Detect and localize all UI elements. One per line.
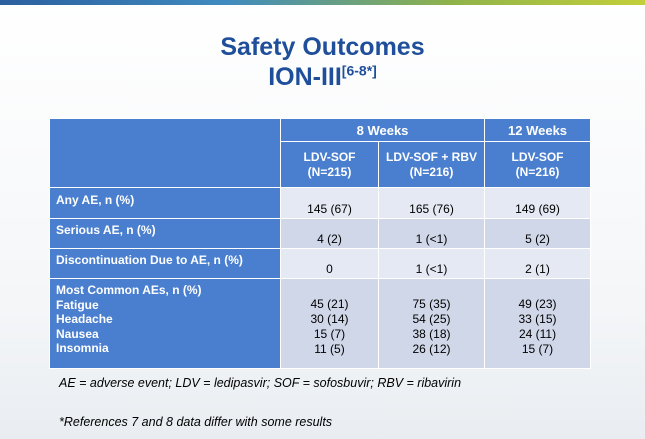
common-ae-label: Fatigue [56,297,99,312]
subtitle-text: ION-III [268,63,342,91]
cell-value: 75 (35) [412,297,451,311]
table-cell: 4 (2) [280,218,379,249]
slide-title-block: Safety Outcomes ION-III[6-8*] [0,32,645,92]
column-header-ldv-sof-12wk: LDV-SOF (N=216) [484,141,592,188]
row-label-discontinuation: Discontinuation Due to AE, n (%) [49,248,281,279]
abbreviations-footnote: AE = adverse event; LDV = ledipasvir; SO… [59,376,462,390]
common-ae-label: Nausea [56,326,99,341]
cell-value: 49 (23) [518,297,557,311]
col-3-text: LDV-SOF (N=216) [511,149,564,179]
references-footnote: *References 7 and 8 data differ with som… [59,415,333,429]
table-row: Discontinuation Due to AE, n (%) 0 1 (<1… [49,248,592,279]
row-label-serious-ae: Serious AE, n (%) [49,218,281,249]
row-label-any-ae: Any AE, n (%) [49,187,281,219]
cell-value: 15 (7) [313,327,346,341]
cell-value: 54 (25) [412,312,451,326]
table-cell: 49 (23) 33 (15) 24 (11) 15 (7) [484,278,592,369]
table-row: Any AE, n (%) 145 (67) 165 (76) 149 (69) [49,187,592,219]
table-cell: 45 (21) 30 (14) 15 (7) 11 (5) [280,278,379,369]
group-header-8-weeks: 8 Weeks [279,118,486,142]
top-accent-bar [0,0,645,5]
table-cell: 165 (76) [377,187,486,219]
table-cell: 0 [280,248,379,279]
cell-value: 30 (14) [310,312,349,326]
column-header-ldv-sof-rbv-8wk: LDV-SOF + RBV (N=216) [377,141,486,188]
cell-value: 15 (7) [521,342,554,356]
cell-value: 38 (18) [412,327,451,341]
table-cell: 5 (2) [484,218,592,249]
cell-value: 24 (11) [518,327,557,341]
table-row: Most Common AEs, n (%) Fatigue Headache … [49,278,592,369]
table-cell: 1 (<1) [377,218,486,249]
table-cell: 2 (1) [484,248,592,279]
subtitle-reference: [6-8*] [341,62,377,79]
table-row: Serious AE, n (%) 4 (2) 1 (<1) 5 (2) [49,218,592,249]
slide-subtitle: ION-III[6-8*] [0,62,645,92]
slide-title: Safety Outcomes [220,33,425,61]
row-label-most-common-aes: Most Common AEs, n (%) Fatigue Headache … [49,278,281,369]
cell-value: 33 (15) [518,312,557,326]
common-ae-label: Headache [56,312,113,326]
cell-value: 11 (5) [314,342,345,356]
column-header-ldv-sof-8wk: LDV-SOF (N=215) [280,141,379,188]
table-cell: 149 (69) [484,187,592,219]
common-aes-header: Most Common AEs, n (%) [56,283,202,297]
col-1-text: LDV-SOF (N=215) [303,149,356,179]
table-cell: 145 (67) [280,187,379,219]
common-ae-label: Insomnia [56,341,109,355]
cell-value: 45 (21) [310,297,349,311]
col-2-text: LDV-SOF + RBV (N=216) [386,149,478,179]
cell-value: 26 (12) [412,342,451,356]
table-cell: 1 (<1) [377,248,486,279]
table-cell: 75 (35) 54 (25) 38 (18) 26 (12) [377,278,486,369]
table-corner-header [49,118,281,188]
group-header-12-weeks: 12 Weeks [484,118,592,142]
safety-outcomes-table: 8 Weeks 12 Weeks LDV-SOF (N=215) LDV-SOF… [49,118,592,369]
